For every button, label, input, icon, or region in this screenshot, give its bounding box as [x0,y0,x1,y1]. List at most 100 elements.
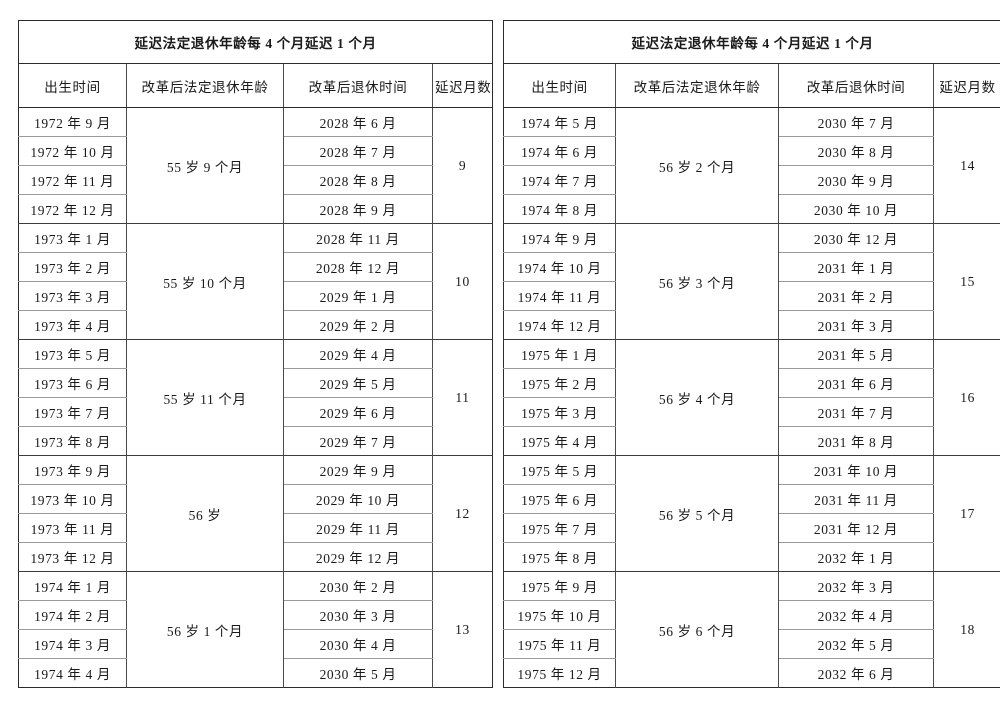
cell-birth-date: 1974 年 7 月 [503,165,617,195]
cell-retirement-date: 2028 年 11 月 [283,223,433,253]
cell-birth-date: 1974 年 12 月 [503,310,617,340]
cell-retirement-date: 2030 年 12 月 [778,223,935,253]
cell-retirement-date: 2032 年 6 月 [778,658,935,688]
cell-birth-date: 1972 年 10 月 [18,136,127,166]
table-row: 1973 年 6 月 2029 年 5 月 [18,368,493,398]
cell-retirement-age: 55 岁 10 个月 [126,223,284,340]
column-header-1-left: 改革后法定退休年龄 [126,63,284,108]
table-row: 1973 年 8 月 2029 年 7 月 [18,426,493,456]
cell-delay-months: 14 [960,157,975,173]
table-row: 1974 年 8 月 2030 年 10 月 [503,194,1000,224]
column-header-1-right: 改革后法定退休年龄 [615,63,780,108]
cell-retirement-age: 56 岁 [126,455,284,572]
table-row: 1975 年 4 月 2031 年 8 月 [503,426,1000,456]
cell-retirement-date: 2028 年 9 月 [283,194,433,224]
cell-retirement-date: 2031 年 5 月 [778,339,935,369]
table-row: 1974 年 5 月 56 岁 2 个月 2030 年 7 月 14 [503,107,1000,224]
table-row: 1975 年 5 月 56 岁 5 个月 2031 年 10 月 17 [503,455,1000,572]
table-row: 1974 年 7 月 2030 年 9 月 [503,165,1000,195]
cell-retirement-age: 56 岁 5 个月 [615,455,780,572]
table-row: 1973 年 9 月 56 岁 2029 年 9 月 12 [18,455,493,572]
cell-birth-date: 1974 年 1 月 [18,571,127,601]
column-header-3-right: 延迟月数 [933,63,1000,108]
cell-birth-date: 1973 年 9 月 [18,455,127,485]
cell-delay-months: 11 [432,339,493,456]
cell-delay-months: 13 [432,571,493,688]
table-title-row-right: 延迟法定退休年龄每 4 个月延迟 1 个月 [503,20,1000,64]
cell-retirement-date: 2031 年 10 月 [778,455,935,485]
cell-birth-date: 1975 年 7 月 [503,513,617,543]
cell-birth-date: 1973 年 2 月 [18,252,127,282]
table-row: 1974 年 9 月 56 岁 3 个月 2030 年 12 月 15 [503,223,1000,340]
table-row: 1972 年 12 月 2028 年 9 月 [18,194,493,224]
cell-birth-date: 1975 年 2 月 [503,368,617,398]
table-body-right: 延迟法定退休年龄每 4 个月延迟 1 个月 出生时间 改革后法定退休年龄 改革后退休时… [503,20,1000,688]
table-header-row-right: 出生时间 改革后法定退休年龄 改革后退休时间 延迟月数 [503,63,1000,108]
table-title-left: 延迟法定退休年龄每 4 个月延迟 1 个月 [18,20,493,64]
table-title-row-left: 延迟法定退休年龄每 4 个月延迟 1 个月 [18,20,493,64]
table-row: 1974 年 3 月 2030 年 4 月 [18,629,493,659]
table-row: 1975 年 2 月 2031 年 6 月 [503,368,1000,398]
cell-retirement-date: 2030 年 7 月 [778,107,935,137]
table-row: 1972 年 10 月 2028 年 7 月 [18,136,493,166]
cell-retirement-age: 56 岁 6 个月 [615,571,780,688]
table-row: 1974 年 2 月 2030 年 3 月 [18,600,493,630]
cell-birth-date: 1975 年 3 月 [503,397,617,427]
cell-retirement-date: 2032 年 3 月 [778,571,935,601]
cell-birth-date: 1973 年 5 月 [18,339,127,369]
cell-retirement-date: 2030 年 5 月 [283,658,433,688]
cell-retirement-date: 2028 年 12 月 [283,252,433,282]
cell-birth-date: 1975 年 11 月 [503,629,617,659]
cell-birth-date: 1975 年 5 月 [503,455,617,485]
cell-retirement-date: 2028 年 6 月 [283,107,433,137]
cell-birth-date: 1972 年 12 月 [18,194,127,224]
cell-birth-date: 1974 年 2 月 [18,600,127,630]
cell-birth-date: 1975 年 8 月 [503,542,617,572]
cell-birth-date: 1973 年 3 月 [18,281,127,311]
cell-retirement-age: 55 岁 9 个月 [126,107,284,224]
table-row: 1975 年 8 月 2032 年 1 月 [503,542,1000,572]
table-row: 1973 年 11 月 2029 年 11 月 [18,513,493,543]
cell-birth-date: 1974 年 5 月 [503,107,617,137]
table-row: 1973 年 7 月 2029 年 6 月 [18,397,493,427]
cell-delay-months: 16 [933,339,1000,456]
cell-retirement-date: 2030 年 8 月 [778,136,935,166]
column-header-0-right: 出生时间 [503,63,617,108]
cell-retirement-date: 2029 年 7 月 [283,426,433,456]
cell-birth-date: 1974 年 10 月 [503,252,617,282]
table-row: 1972 年 9 月 55 岁 9 个月 2028 年 6 月 9 [18,107,493,224]
column-header-2-left: 改革后退休时间 [283,63,433,108]
cell-retirement-date: 2029 年 1 月 [283,281,433,311]
table-row: 1975 年 6 月 2031 年 11 月 [503,484,1000,514]
cell-retirement-date: 2029 年 2 月 [283,310,433,340]
cell-birth-date: 1973 年 7 月 [18,397,127,427]
table-row: 1973 年 1 月 55 岁 10 个月 2028 年 11 月 10 [18,223,493,340]
cell-birth-date: 1973 年 4 月 [18,310,127,340]
table-row: 1975 年 12 月 2032 年 6 月 [503,658,1000,688]
cell-retirement-date: 2028 年 8 月 [283,165,433,195]
table-row: 1974 年 1 月 56 岁 1 个月 2030 年 2 月 13 [18,571,493,688]
column-header-2-right: 改革后退休时间 [778,63,935,108]
cell-retirement-date: 2032 年 4 月 [778,600,935,630]
table-row: 1974 年 10 月 2031 年 1 月 [503,252,1000,282]
cell-birth-date: 1973 年 11 月 [18,513,127,543]
column-header-3-left: 延迟月数 [432,63,493,108]
cell-retirement-date: 2029 年 9 月 [283,455,433,485]
cell-delay-months: 9 [458,157,467,173]
table-row: 1975 年 3 月 2031 年 7 月 [503,397,1000,427]
cell-birth-date: 1973 年 12 月 [18,542,127,572]
table-title-right: 延迟法定退休年龄每 4 个月延迟 1 个月 [503,20,1000,64]
cell-retirement-date: 2031 年 3 月 [778,310,935,340]
cell-birth-date: 1974 年 9 月 [503,223,617,253]
table-row: 1973 年 2 月 2028 年 12 月 [18,252,493,282]
cell-retirement-date: 2031 年 12 月 [778,513,935,543]
cell-birth-date: 1975 年 4 月 [503,426,617,456]
cell-retirement-date: 2028 年 7 月 [283,136,433,166]
cell-retirement-date: 2029 年 4 月 [283,339,433,369]
cell-birth-date: 1975 年 10 月 [503,600,617,630]
cell-retirement-age: 56 岁 1 个月 [126,571,284,688]
cell-birth-date: 1974 年 4 月 [18,658,127,688]
table-row: 1974 年 6 月 2030 年 8 月 [503,136,1000,166]
table-body-left: 延迟法定退休年龄每 4 个月延迟 1 个月 出生时间 改革后法定退休年龄 改革后退休时… [18,20,493,688]
